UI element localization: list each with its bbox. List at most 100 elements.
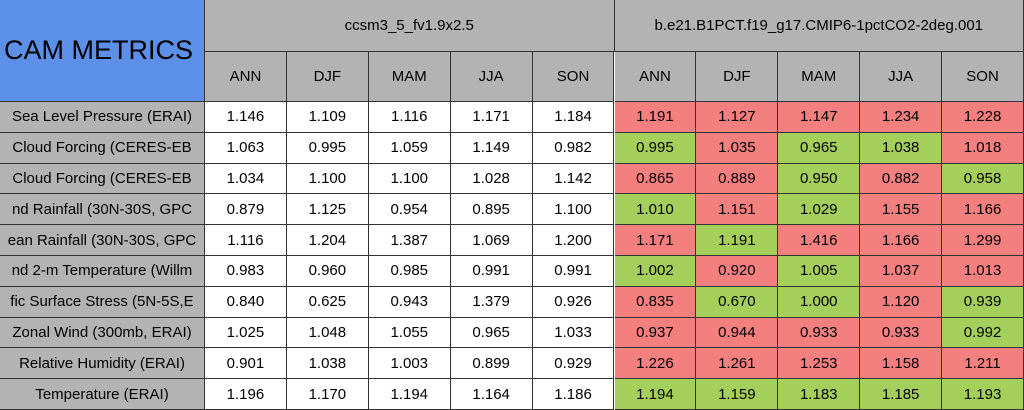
case-cell: 1.035 [696, 132, 779, 164]
season-header: JJA [450, 52, 533, 102]
control-cell: 1.063 [205, 132, 287, 164]
case-cell: 1.211 [942, 348, 1024, 380]
group-header: ccsm3_5_fv1.9x2.5 [205, 0, 615, 52]
case-cell: 1.038 [860, 132, 943, 164]
control-cell: 0.995 [286, 132, 369, 164]
case-cell: 1.228 [942, 102, 1024, 133]
case-cell: 1.155 [860, 194, 943, 226]
control-cell: 1.028 [450, 163, 533, 195]
case-cell: 0.933 [778, 317, 861, 349]
control-cell: 1.142 [532, 163, 615, 195]
control-cell: 1.116 [205, 225, 287, 256]
control-cell: 1.100 [368, 163, 451, 195]
control-cell: 1.048 [286, 317, 369, 349]
control-cell: 1.186 [532, 379, 615, 410]
case-cell: 1.029 [778, 194, 861, 226]
row-label: Relative Humidity (ERAI) [0, 348, 205, 380]
case-cell: 0.939 [942, 286, 1024, 318]
case-cell: 1.127 [696, 102, 779, 133]
row-label: ean Rainfall (30N-30S, GPC [0, 225, 205, 256]
control-cell: 1.069 [450, 225, 533, 256]
control-cell: 0.982 [532, 132, 615, 164]
case-cell: 0.933 [860, 317, 943, 349]
control-cell: 0.954 [368, 194, 451, 226]
row-label: Sea Level Pressure (ERAI) [0, 102, 205, 133]
control-cell: 1.116 [368, 102, 451, 133]
title-cell: CAM METRICS [0, 0, 205, 102]
case-cell: 0.950 [778, 163, 861, 195]
control-cell: 0.840 [205, 286, 287, 318]
control-cell: 0.991 [450, 256, 533, 287]
row-label: fic Surface Stress (5N-5S,E [0, 286, 205, 318]
case-cell: 0.992 [942, 317, 1024, 349]
case-cell: 1.000 [778, 286, 861, 318]
row-label: Zonal Wind (300mb, ERAI) [0, 317, 205, 349]
season-header: SON [942, 52, 1024, 102]
control-cell: 1.003 [368, 348, 451, 380]
control-cell: 0.991 [532, 256, 615, 287]
control-cell: 0.895 [450, 194, 533, 226]
control-cell: 1.164 [450, 379, 533, 410]
case-cell: 0.882 [860, 163, 943, 195]
case-cell: 1.005 [778, 256, 861, 287]
case-cell: 1.299 [942, 225, 1024, 256]
control-cell: 1.125 [286, 194, 369, 226]
case-cell: 1.010 [614, 194, 697, 226]
case-cell: 1.018 [942, 132, 1024, 164]
control-cell: 1.204 [286, 225, 369, 256]
control-cell: 0.901 [205, 348, 287, 380]
season-header: MAM [368, 52, 451, 102]
control-cell: 0.879 [205, 194, 287, 226]
case-cell: 0.835 [614, 286, 697, 318]
case-cell: 1.185 [860, 379, 943, 410]
control-cell: 1.100 [286, 163, 369, 195]
case-cell: 1.013 [942, 256, 1024, 287]
season-header: ANN [614, 52, 697, 102]
control-cell: 1.194 [368, 379, 451, 410]
control-cell: 1.200 [532, 225, 615, 256]
case-cell: 0.865 [614, 163, 697, 195]
case-cell: 0.944 [696, 317, 779, 349]
control-cell: 0.929 [532, 348, 615, 380]
case-cell: 1.002 [614, 256, 697, 287]
control-cell: 0.926 [532, 286, 615, 318]
control-cell: 1.100 [532, 194, 615, 226]
case-cell: 1.171 [614, 225, 697, 256]
season-header: MAM [778, 52, 861, 102]
control-cell: 1.033 [532, 317, 615, 349]
control-cell: 1.387 [368, 225, 451, 256]
control-cell: 0.625 [286, 286, 369, 318]
case-cell: 1.234 [860, 102, 943, 133]
case-cell: 0.937 [614, 317, 697, 349]
control-cell: 1.379 [450, 286, 533, 318]
case-cell: 1.191 [696, 225, 779, 256]
case-cell: 0.670 [696, 286, 779, 318]
control-cell: 1.038 [286, 348, 369, 380]
control-cell: 1.196 [205, 379, 287, 410]
case-cell: 1.253 [778, 348, 861, 380]
season-header: DJF [286, 52, 369, 102]
case-cell: 0.965 [778, 132, 861, 164]
row-label: Temperature (ERAI) [0, 379, 205, 410]
control-cell: 1.146 [205, 102, 287, 133]
control-cell: 1.025 [205, 317, 287, 349]
row-label: Cloud Forcing (CERES-EB [0, 132, 205, 164]
control-cell: 0.960 [286, 256, 369, 287]
control-cell: 1.184 [532, 102, 615, 133]
season-header: DJF [696, 52, 779, 102]
control-cell: 0.943 [368, 286, 451, 318]
control-cell: 1.034 [205, 163, 287, 195]
case-cell: 1.037 [860, 256, 943, 287]
case-cell: 1.194 [614, 379, 697, 410]
case-cell: 1.191 [614, 102, 697, 133]
case-cell: 1.151 [696, 194, 779, 226]
case-cell: 0.958 [942, 163, 1024, 195]
case-cell: 0.995 [614, 132, 697, 164]
case-cell: 1.183 [778, 379, 861, 410]
season-header: ANN [205, 52, 287, 102]
season-header: JJA [860, 52, 943, 102]
case-cell: 1.166 [860, 225, 943, 256]
season-header: SON [532, 52, 615, 102]
case-cell: 0.889 [696, 163, 779, 195]
